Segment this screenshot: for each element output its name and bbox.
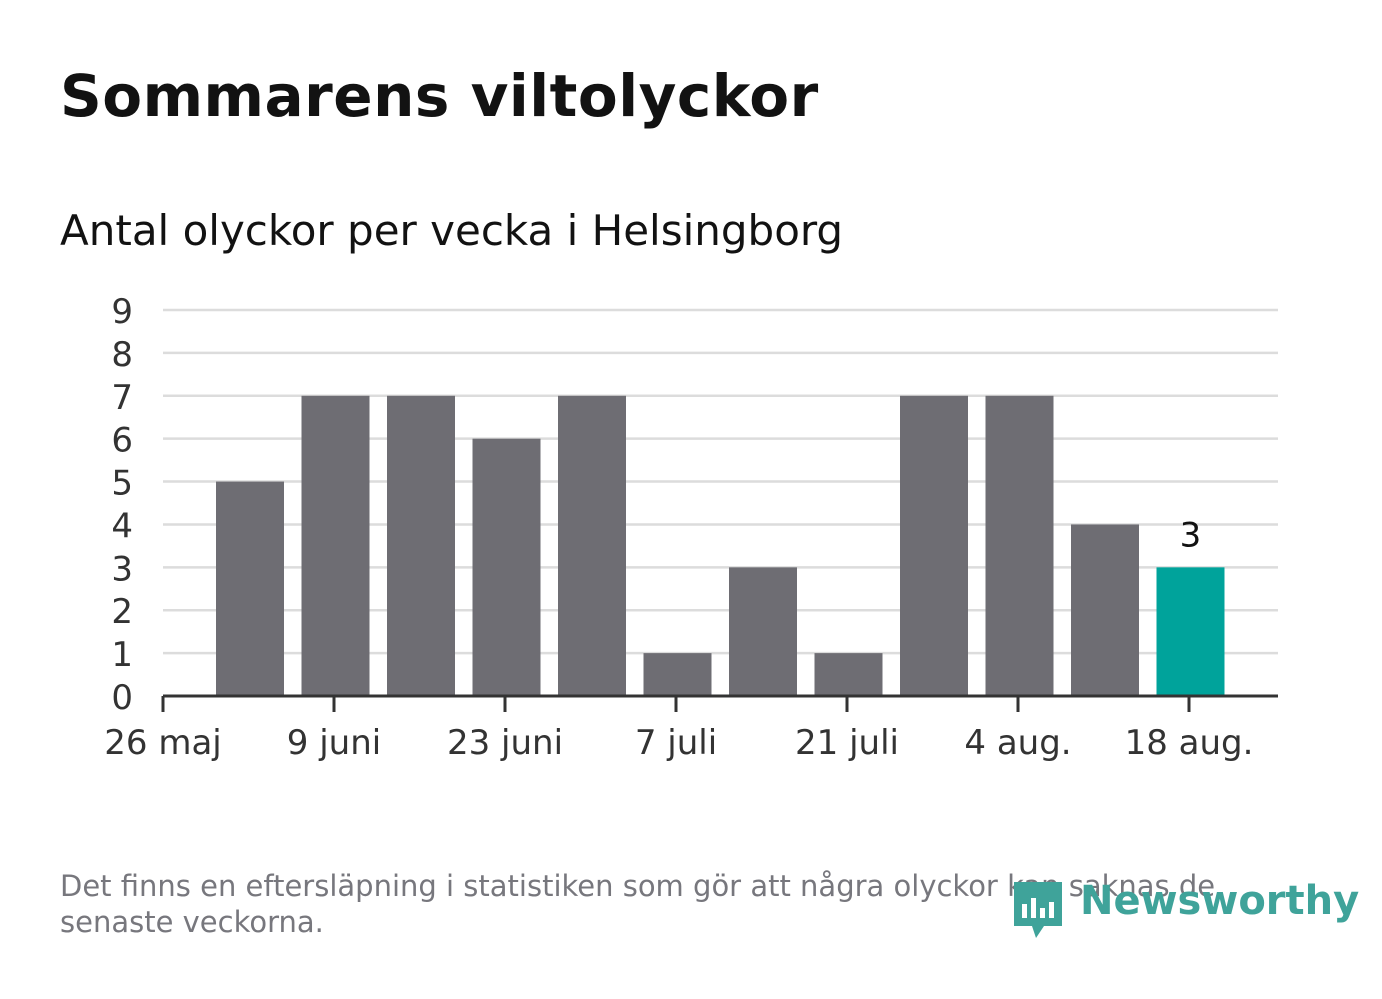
- bar: [216, 481, 284, 696]
- bar: [1071, 524, 1139, 696]
- newsworthy-logo-icon: [1014, 882, 1062, 938]
- bar: [985, 395, 1054, 696]
- x-tick-label: 18 aug.: [1125, 723, 1254, 763]
- bar-highlight: [1156, 567, 1225, 696]
- bar: [643, 653, 712, 696]
- x-tick-label: 23 juni: [447, 723, 563, 763]
- bars: [216, 395, 1225, 696]
- bar: [558, 395, 626, 696]
- bar: [387, 395, 455, 696]
- x-tick-label: 7 juli: [635, 723, 717, 763]
- y-tick-label: 7: [111, 378, 133, 418]
- y-tick-label: 1: [111, 635, 133, 675]
- x-tick-label: 21 juli: [795, 723, 899, 763]
- y-tick-label: 6: [111, 421, 133, 461]
- x-axis-tick-labels: 26 maj 9 juni 23 juni 7 juli 21 juli 4 aug. 18…: [104, 723, 1253, 763]
- y-tick-label: 5: [111, 464, 133, 504]
- x-tick-label: 4 aug.: [964, 723, 1071, 763]
- bar: [729, 567, 797, 696]
- chart-title: Sommarens viltolyckor: [60, 62, 819, 130]
- logo-text: Newsworthy: [1080, 878, 1360, 924]
- x-tick-label: 9 juni: [287, 723, 381, 763]
- x-axis: [161, 694, 1278, 712]
- y-tick-label: 0: [111, 678, 133, 718]
- y-tick-label: 4: [111, 506, 133, 546]
- data-labels: 3: [1180, 515, 1202, 555]
- bar: [472, 438, 541, 696]
- y-tick-label: 3: [111, 549, 133, 589]
- y-tick-label: 8: [111, 335, 133, 375]
- chart-subtitle: Antal olyckor per vecka i Helsingborg: [60, 206, 844, 255]
- bar-value-label: 3: [1180, 515, 1202, 555]
- x-tick-label: 26 maj: [104, 723, 221, 763]
- bar: [301, 395, 370, 696]
- bar: [900, 395, 968, 696]
- newsworthy-logo: Newsworthy: [1010, 876, 1359, 942]
- y-tick-label: 2: [111, 592, 133, 632]
- y-tick-label: 9: [111, 292, 133, 332]
- bar: [814, 653, 883, 696]
